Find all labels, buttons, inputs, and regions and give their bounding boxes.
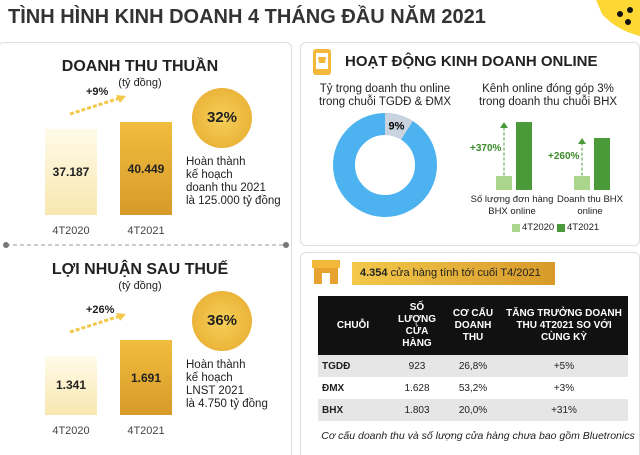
arrow-line (69, 96, 121, 116)
stores-table: CHUỖI SỐ LƯỢNG CỬA HÀNG CƠ CẤU DOANH THU TĂ… (318, 296, 628, 421)
header-cell: TĂNG TRƯỞNG DOANH THU 4T2021 SO VỚI CÙNG… (500, 296, 628, 355)
bar (120, 340, 172, 415)
category-label: BHX online (488, 206, 536, 217)
caption-line: trong chuỗi TGDĐ & ĐMX (318, 96, 452, 108)
logo (596, 0, 640, 36)
header-row: CHUỖI SỐ LƯỢNG CỬA HÀNG CƠ CẤU DOANH THU TĂ… (318, 296, 628, 355)
bar (594, 137, 610, 190)
caption-line: trong doanh thu chuỗi BHX (478, 96, 618, 108)
category-label: Doanh thu BHX (556, 194, 624, 205)
bar (574, 175, 590, 190)
growth-arrow (69, 313, 126, 334)
donut-chart: 9% (333, 113, 437, 217)
table-row: TGDĐ 923 26,8% +5% (318, 355, 628, 377)
store-count-box (352, 262, 555, 285)
category-label: 4T2021 (127, 225, 165, 237)
value-label: 1.691 (130, 370, 162, 385)
note-line: Hoàn thành (186, 156, 246, 168)
table-row: ĐMX 1.628 53,2% +3% (318, 377, 628, 399)
table-cell: TGDĐ (318, 355, 388, 377)
note-line: kế hoạch (186, 372, 233, 384)
note-line: là 4.750 tỷ đồng (186, 398, 268, 410)
table-cell: 20,0% (446, 399, 500, 421)
table-cell: +31% (500, 399, 628, 421)
donut-ring (333, 113, 437, 217)
value-label: 1.341 (55, 378, 87, 393)
bar (496, 175, 512, 190)
table-cell: 26,8% (446, 355, 500, 377)
bar (45, 129, 97, 215)
table-cell: ĐMX (322, 382, 345, 394)
table-cell: 923 (388, 355, 446, 377)
section-title: LỢI NHUẬN SAU THUẾ (51, 261, 229, 278)
legend-label: 4T2020 (522, 222, 555, 233)
completion-circle (192, 88, 252, 148)
arrow-head (500, 122, 508, 128)
note-line: doanh thu 2021 (186, 182, 266, 194)
growth-label: +9% (86, 86, 109, 98)
unit: (tỷ đồng) (118, 77, 162, 89)
category-label: 4T2020 (52, 225, 90, 237)
table-cell: BHX (318, 399, 388, 421)
arrow-head (116, 95, 126, 103)
growth-arrow (500, 122, 508, 176)
value-label: 40.449 (127, 161, 165, 176)
header-cell: CƠ CẤU DOANH THU (446, 296, 500, 355)
table-cell: 1.803 (388, 399, 446, 421)
section-title: DOANH THU THUẦN (61, 58, 219, 75)
store-count-line: 4.354 cửa hàng tính tới cuối T4/2021 (360, 267, 541, 279)
growth-label: +26% (86, 304, 115, 316)
store-caption: cửa hàng tính tới cuối T4/2021 (390, 267, 541, 279)
header-cell: SỐ LƯỢNG CỬA HÀNG (388, 296, 446, 355)
arrow-head (116, 313, 126, 321)
bar (516, 122, 532, 190)
donut-segment (385, 113, 413, 140)
unit: (tỷ đồng) (118, 280, 162, 292)
category-label: 4T2021 (127, 425, 165, 437)
arrow-head (578, 137, 586, 144)
value-label: 37.187 (52, 165, 90, 180)
donut-label: 9% (388, 121, 404, 133)
header-cell: CHUỖI (318, 296, 388, 355)
online-title: HOẠT ĐỘNG KINH DOANH ONLINE (345, 53, 598, 70)
caption-line: Kênh online đóng góp 3% (482, 83, 614, 95)
legend-swatch (512, 224, 520, 232)
table-cell: 53,2% (458, 382, 488, 394)
completion-label: 32% (206, 109, 238, 126)
growth-label: +370% (470, 142, 502, 154)
completion-label: 36% (206, 312, 238, 329)
table-cell: +5% (500, 355, 628, 377)
divider (3, 242, 289, 248)
phone-icon (313, 49, 331, 75)
caption-line: Tỷ trọng doanh thu online (319, 83, 451, 95)
arrow-line (69, 314, 121, 334)
note-line: là 125.000 tỷ đồng (186, 195, 281, 207)
completion-circle (192, 291, 252, 351)
bar (45, 355, 97, 415)
category-label: online (577, 206, 603, 217)
page-title: TÌNH HÌNH KINH DOANH 4 THÁNG ĐẦU NĂM 202… (8, 6, 486, 28)
note-line: kế hoạch (186, 169, 233, 181)
note-line: LNST 2021 (186, 385, 244, 397)
store-icon (312, 260, 340, 284)
footnote: Cơ cấu doanh thu và số lượng cửa hàng ch… (321, 430, 635, 442)
category-label: 4T2020 (52, 425, 90, 437)
growth-arrow (578, 137, 586, 176)
growth-arrow (69, 95, 126, 116)
category-label: Số lượng đơn hàng (470, 194, 554, 205)
table-row: BHX 1.803 20,0% +31% (318, 399, 628, 421)
table-cell: 1.628 (404, 382, 430, 394)
table-cell: +3% (553, 382, 575, 394)
legend-swatch (557, 224, 565, 232)
growth-label: +260% (548, 150, 580, 162)
bar (120, 122, 172, 215)
legend-label: 4T2021 (567, 222, 600, 233)
note-line: Hoàn thành (186, 359, 246, 371)
store-count: 4.354 (360, 267, 388, 279)
